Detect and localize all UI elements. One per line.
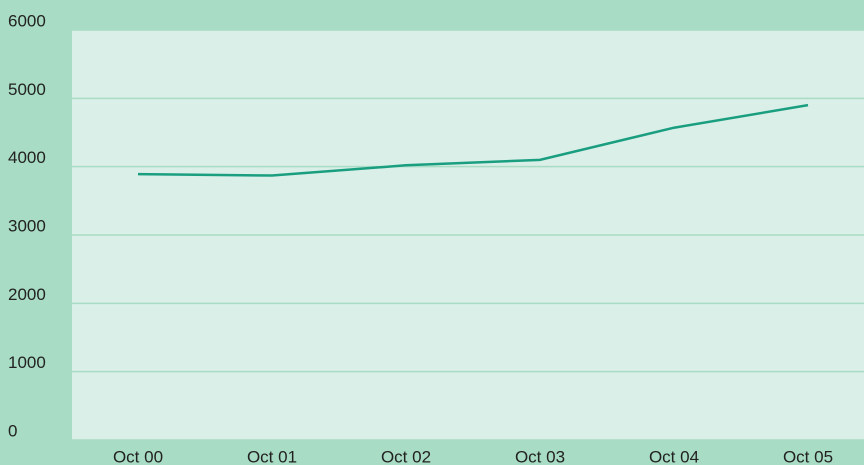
y-tick-label: 5000	[8, 80, 46, 99]
x-tick-label: Oct 04	[649, 447, 699, 465]
y-tick-label: 4000	[8, 148, 46, 167]
y-tick-label: 3000	[8, 216, 46, 235]
x-tick-label: Oct 03	[515, 447, 565, 465]
x-tick-label: Oct 02	[381, 447, 431, 465]
y-tick-label: 6000	[8, 11, 46, 30]
x-tick-label: Oct 05	[783, 447, 833, 465]
x-tick-label: Oct 00	[113, 447, 163, 465]
y-tick-label: 1000	[8, 353, 46, 372]
y-tick-label: 2000	[8, 285, 46, 304]
y-tick-label: 0	[8, 421, 17, 440]
line-series	[137, 103, 809, 177]
x-tick-label: Oct 01	[247, 447, 297, 465]
